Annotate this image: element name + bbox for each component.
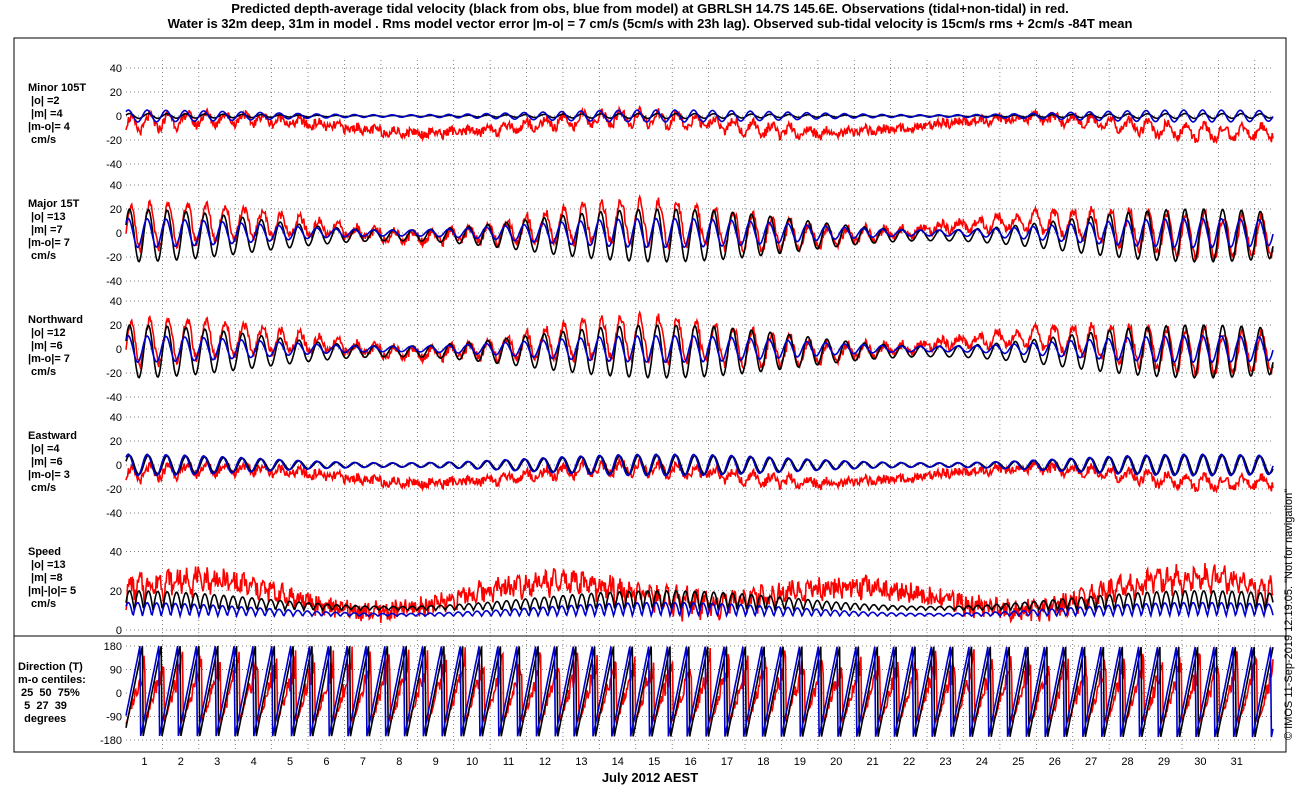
x-tick-label: 5: [287, 756, 293, 768]
x-tick-label: 22: [903, 756, 915, 768]
y-tick-label: -180: [100, 735, 122, 747]
y-tick-label: -20: [106, 484, 122, 496]
y-tick-label: 20: [110, 320, 122, 332]
model-series-5: [125, 645, 1274, 738]
x-tick-label: 9: [433, 756, 439, 768]
x-tick-label: 15: [648, 756, 660, 768]
x-tick-label: 12: [539, 756, 551, 768]
y-tick-label: -40: [106, 508, 122, 520]
x-tick-label: 13: [575, 756, 587, 768]
credit-text: © IMOS 11-Sep-2019 12:19:05. "Not for na…: [1283, 488, 1295, 740]
x-tick-label: 7: [360, 756, 366, 768]
panel-label-minor: Minor 105T |o| =2 |m| =4 |m-o|= 4 cm/s: [28, 82, 87, 146]
x-tick-label: 16: [684, 756, 696, 768]
y-tick-label: 20: [110, 87, 122, 99]
x-tick-label: 19: [794, 756, 806, 768]
x-tick-label: 3: [214, 756, 220, 768]
x-tick-label: 26: [1049, 756, 1061, 768]
x-tick-label: 4: [251, 756, 257, 768]
panel-label-speed: Speed |o| =13 |m| =8 |m|-|o|= 5 cm/s: [28, 546, 77, 610]
observed-series-0: [125, 104, 1274, 145]
x-tick-label: 1: [141, 756, 147, 768]
panel-label-direction: Direction (T) m-o centiles: 25 50 75% 5 …: [18, 661, 86, 725]
x-tick-label: 29: [1158, 756, 1170, 768]
chart-title-line1: Predicted depth-average tidal velocity (…: [231, 1, 1069, 16]
y-tick-label: -40: [106, 159, 122, 171]
x-tick-label: 18: [757, 756, 769, 768]
y-tick-label: 40: [110, 412, 122, 424]
y-tick-label: -20: [106, 135, 122, 147]
y-tick-label: 40: [110, 547, 122, 559]
y-tick-label: -20: [106, 252, 122, 264]
x-tick-label: 21: [867, 756, 879, 768]
y-tick-label: 0: [116, 111, 122, 123]
panel-label-northward: Northward |o| =12 |m| =6 |m-o|= 7 cm/s: [28, 314, 83, 378]
y-tick-label: 0: [116, 625, 122, 637]
y-tick-label: 0: [116, 228, 122, 240]
y-tick-label: 40: [110, 63, 122, 75]
y-tick-label: -40: [106, 392, 122, 404]
y-tick-label: 20: [110, 204, 122, 216]
x-tick-label: 24: [976, 756, 988, 768]
x-tick-label: 20: [830, 756, 842, 768]
y-tick-label: 90: [110, 665, 122, 677]
y-tick-label: 180: [104, 641, 122, 653]
x-tick-label: 31: [1231, 756, 1243, 768]
x-tick-label: 6: [323, 756, 329, 768]
observed-series-2: [125, 310, 1274, 378]
model-series-1: [125, 217, 1274, 249]
x-tick-label: 14: [612, 756, 624, 768]
y-tick-label: -90: [106, 712, 122, 724]
y-tick-label: 40: [110, 180, 122, 192]
x-tick-label: 8: [396, 756, 402, 768]
y-tick-label: 20: [110, 586, 122, 598]
model-series-4: [125, 601, 1274, 620]
x-tick-label: 17: [721, 756, 733, 768]
model-series-0: [125, 109, 1274, 123]
y-tick-label: 0: [116, 344, 122, 356]
x-tick-label: 30: [1194, 756, 1206, 768]
observed-series-1: [125, 194, 1274, 262]
model-series-2: [125, 334, 1274, 363]
y-tick-label: 20: [110, 436, 122, 448]
x-tick-label: 10: [466, 756, 478, 768]
x-tick-label: 2: [178, 756, 184, 768]
x-tick-label: 23: [939, 756, 951, 768]
y-tick-label: -40: [106, 276, 122, 288]
y-tick-label: 0: [116, 688, 122, 700]
chart-title-line2: Water is 32m deep, 31m in model . Rms mo…: [167, 16, 1133, 31]
y-tick-label: 40: [110, 296, 122, 308]
x-tick-label: 27: [1085, 756, 1097, 768]
x-axis-title: July 2012 AEST: [601, 770, 699, 785]
x-tick-label: 28: [1121, 756, 1133, 768]
x-tick-label: 11: [503, 756, 514, 768]
lower-frame: [13, 635, 1287, 753]
panel-label-eastward: Eastward |o| =4 |m| =6 |m-o|= 3 cm/s: [28, 430, 77, 494]
x-tick-label: 25: [1012, 756, 1024, 768]
model-series-3: [125, 453, 1274, 477]
tidal-fit-series-0: [125, 112, 1274, 120]
y-tick-label: 0: [116, 460, 122, 472]
y-tick-label: -20: [106, 368, 122, 380]
panel-label-major: Major 15T |o| =13 |m| =7 |m-o|= 7 cm/s: [28, 198, 80, 262]
